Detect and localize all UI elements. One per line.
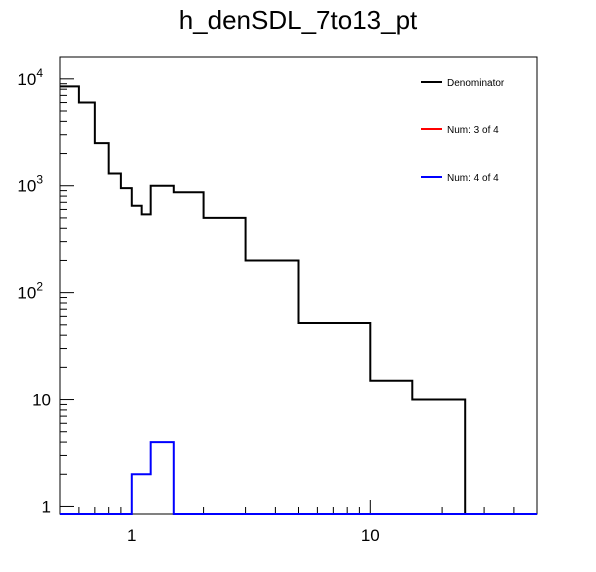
x-tick-label: 1 <box>127 526 136 545</box>
y-tick-exponent: 2 <box>36 280 43 294</box>
y-tick-label: 103 <box>17 173 43 196</box>
legend: Denominator Num: 3 of 4 Num: 4 of 4 <box>421 78 505 184</box>
x-tick-label: 10 <box>361 526 380 545</box>
legend-label-num-3-of-4: Num: 3 of 4 <box>447 125 499 136</box>
axis-ticks <box>59 78 538 514</box>
series-num-4-of-4-line <box>60 441 537 515</box>
y-tick-exponent: 3 <box>36 173 43 187</box>
chart-title: h_denSDL_7to13_pt <box>179 5 418 35</box>
legend-label-denominator: Denominator <box>447 78 505 89</box>
y-tick-label: 104 <box>17 66 43 89</box>
y-tick-label: 1 <box>42 497 51 516</box>
y-tick-exponent: 4 <box>36 66 43 80</box>
y-tick-label: 102 <box>17 280 43 303</box>
y-tick-label: 10 <box>32 391 51 410</box>
axis-tick-labels: 1 10 1 10 102 103 104 <box>17 66 379 545</box>
legend-label-num-4-of-4: Num: 4 of 4 <box>447 173 499 184</box>
series-denominator-line <box>60 85 537 515</box>
series-layer <box>60 85 537 515</box>
